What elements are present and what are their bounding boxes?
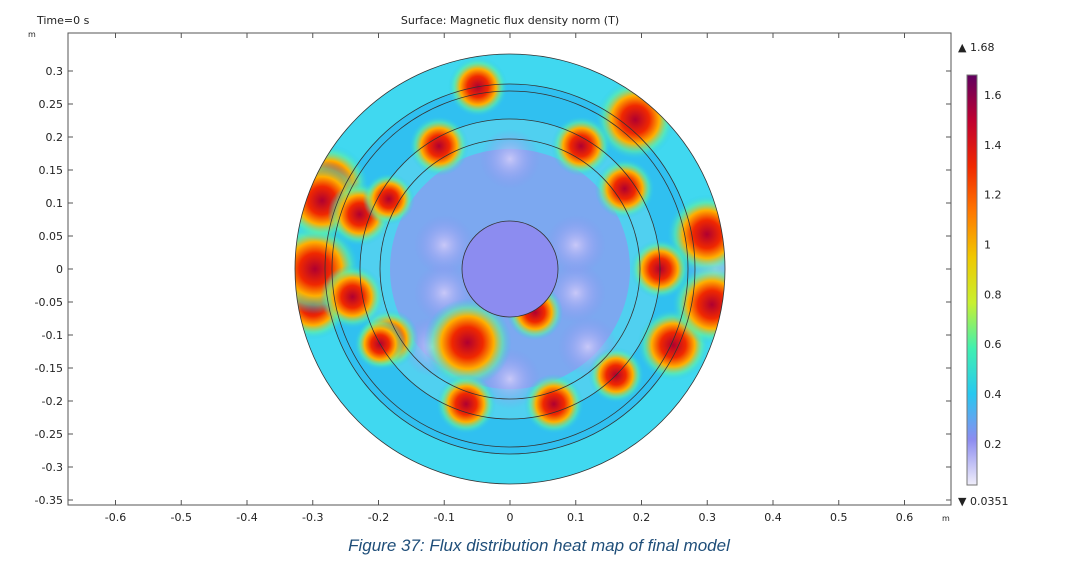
geometry-outlines <box>294 53 726 485</box>
y-tick-label: -0.15 <box>35 362 63 375</box>
colorbar-min-label: ▼ 0.0351 <box>958 495 1008 508</box>
y-tick-label: 0.1 <box>46 197 64 210</box>
low-flux-region <box>545 215 606 276</box>
colorbar <box>966 74 978 486</box>
y-tick-label: -0.35 <box>35 494 63 507</box>
x-tick-label: -0.4 <box>236 511 257 524</box>
x-tick-label: 0.1 <box>567 511 585 524</box>
x-tick-label: -0.3 <box>302 511 323 524</box>
colorbar-tick-label: 0.6 <box>984 338 1002 351</box>
colorbar-tick-label: 1 <box>984 238 991 251</box>
x-tick-label: -0.6 <box>105 511 126 524</box>
y-tick-label: 0.25 <box>39 98 64 111</box>
flux-hotspot <box>594 158 655 219</box>
flux-hotspot <box>423 298 512 387</box>
flux-hotspot <box>320 264 385 329</box>
y-tick-label: -0.25 <box>35 428 63 441</box>
figure-caption: Figure 37: Flux distribution heat map of… <box>348 536 730 555</box>
flux-hotspot <box>671 264 725 345</box>
x-tick-label: 0 <box>507 511 514 524</box>
y-tick-label: 0.2 <box>46 131 64 144</box>
x-tick-label: 0.6 <box>896 511 914 524</box>
y-tick-label: -0.1 <box>42 329 63 342</box>
flux-hotspot <box>523 374 584 435</box>
x-tick-label: -0.1 <box>434 511 455 524</box>
colorbar-tick-label: 1.4 <box>984 139 1002 152</box>
y-tick-label: 0 <box>56 263 63 276</box>
flux-hotspot <box>409 116 469 177</box>
x-tick-label: -0.5 <box>171 511 192 524</box>
low-flux-region <box>480 129 540 189</box>
y-tick-label: -0.3 <box>42 461 63 474</box>
chart-title: Surface: Magnetic flux density norm (T) <box>401 14 619 27</box>
y-tick-label: -0.05 <box>35 296 63 309</box>
flux-hotspot <box>436 374 497 435</box>
colorbar-tick-label: 0.8 <box>984 288 1002 301</box>
y-unit-label: m <box>28 30 36 39</box>
y-tick-label: 0.05 <box>39 230 64 243</box>
heatmap-plot: Time=0 s Surface: Magnetic flux density … <box>28 14 1008 524</box>
x-unit-label: m <box>942 514 950 523</box>
x-tick-label: 0.2 <box>633 511 651 524</box>
flux-hotspot <box>362 173 415 225</box>
y-tick-label: 0.3 <box>46 65 64 78</box>
colorbar-tick-label: 0.4 <box>984 388 1002 401</box>
x-tick-label: -0.2 <box>368 511 389 524</box>
low-flux-region <box>414 215 475 276</box>
x-tick-label: 0.4 <box>764 511 782 524</box>
y-tick-label: -0.2 <box>42 395 63 408</box>
colorbar-max-label: ▲ 1.68 <box>958 41 994 54</box>
time-label: Time=0 s <box>36 14 90 27</box>
flux-hotspot <box>551 116 611 177</box>
colorbar-tick-label: 1.6 <box>984 89 1002 102</box>
y-tick-label: 0.15 <box>39 164 64 177</box>
x-tick-label: 0.3 <box>699 511 717 524</box>
colorbar-tick-label: 0.2 <box>984 438 1002 451</box>
colorbar-tick-label: 1.2 <box>984 189 1002 202</box>
x-tick-label: 0.5 <box>830 511 848 524</box>
